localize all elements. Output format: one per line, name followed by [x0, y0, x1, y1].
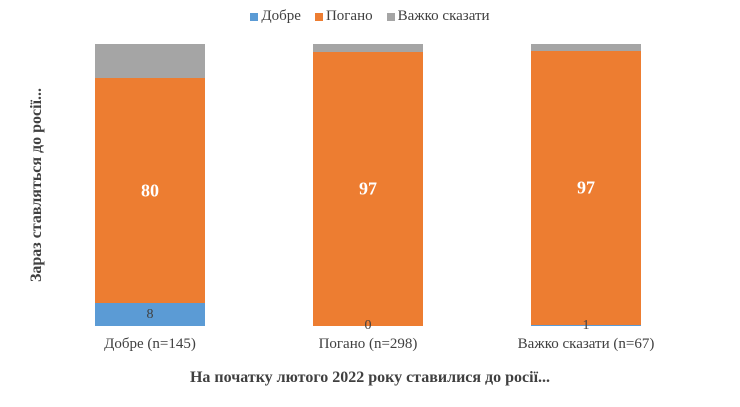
y-axis-title: Зараз ставляться до росії... — [28, 87, 45, 283]
segment-bad: 97 — [531, 51, 641, 325]
segment-bad: 80 — [95, 77, 205, 304]
chart-legend: Добре Погано Важко сказати — [0, 8, 740, 25]
bar-good: 80 8 — [95, 44, 205, 326]
data-label-bad: 97 — [359, 178, 377, 199]
data-label-good: 8 — [146, 306, 154, 322]
legend-item-good: Добре — [250, 8, 301, 25]
legend-swatch-good-icon — [250, 12, 259, 21]
legend-label-good: Добре — [261, 8, 301, 24]
segment-good — [531, 324, 641, 326]
segment-hard-to-say — [531, 44, 641, 52]
bar-hard-to-say: 97 — [531, 44, 641, 326]
data-label-good: 1 — [582, 318, 590, 333]
segment-bad: 97 — [313, 52, 423, 326]
category-label-bad: Погано (n=298) — [318, 336, 418, 352]
legend-swatch-bad-icon — [314, 12, 323, 21]
segment-hard-to-say — [313, 44, 423, 53]
segment-good: 8 — [95, 303, 205, 326]
bar-bad: 97 — [313, 44, 423, 326]
legend-swatch-hard-to-say-icon — [386, 12, 395, 21]
legend-label-bad: Погано — [325, 8, 373, 24]
data-label-bad: 80 — [141, 180, 159, 201]
data-label-good: 0 — [364, 318, 372, 333]
data-label-bad: 97 — [577, 177, 595, 198]
segment-hard-to-say — [95, 44, 205, 78]
category-label-hard-to-say: Важко сказати (n=67) — [517, 336, 655, 352]
legend-label-hard-to-say: Важко сказати — [397, 8, 490, 24]
legend-item-hard-to-say: Важко сказати — [386, 8, 490, 25]
category-label-good: Добре (n=145) — [104, 336, 196, 352]
legend-item-bad: Погано — [314, 8, 373, 25]
x-axis-title: На початку лютого 2022 року ставилися до… — [189, 369, 551, 386]
